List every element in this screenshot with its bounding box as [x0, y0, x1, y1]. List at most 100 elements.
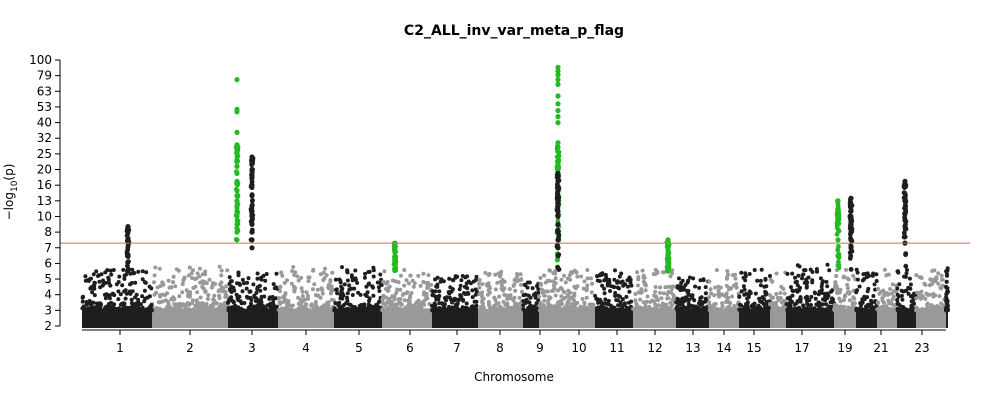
data-point [636, 277, 641, 282]
data-point [124, 228, 130, 234]
data-point [292, 289, 297, 294]
data-point [263, 278, 268, 283]
data-point [939, 273, 944, 278]
data-point [136, 300, 141, 305]
data-point [914, 296, 919, 301]
data-point [483, 270, 488, 275]
data-point [507, 293, 511, 298]
dense-point-band [539, 308, 595, 328]
data-point [771, 295, 776, 300]
data-point [937, 294, 942, 299]
data-point [518, 307, 523, 312]
data-point [547, 268, 552, 273]
data-point [261, 273, 266, 278]
data-point [195, 290, 200, 295]
dense-point-band [834, 308, 856, 328]
data-point [312, 282, 317, 287]
data-point [618, 302, 623, 307]
data-point [294, 308, 299, 313]
data-point [744, 291, 749, 296]
y-tick-label: 25 [37, 147, 52, 161]
data-point [861, 272, 866, 277]
data-point [153, 265, 158, 270]
data-point [559, 277, 564, 282]
data-point [819, 284, 824, 289]
data-point [371, 268, 376, 273]
data-point [380, 296, 385, 301]
data-point [235, 296, 240, 301]
data-point [643, 307, 648, 311]
data-point [158, 284, 163, 288]
data-point [236, 273, 241, 278]
data-point [834, 303, 839, 308]
data-point [930, 269, 935, 273]
data-point [460, 305, 465, 310]
data-point [639, 287, 644, 292]
data-point [136, 307, 141, 312]
data-point [785, 308, 790, 313]
data-point [896, 294, 901, 299]
data-point [725, 269, 730, 273]
data-point [250, 161, 255, 166]
data-point [555, 64, 561, 71]
data-point [945, 266, 950, 271]
data-point [224, 284, 229, 289]
data-point [437, 306, 442, 310]
data-point [318, 295, 323, 300]
data-point [362, 275, 367, 280]
data-point [619, 271, 624, 276]
data-point [433, 308, 438, 313]
data-point [421, 271, 426, 276]
data-point [936, 281, 941, 286]
data-point [906, 291, 911, 296]
data-point [317, 308, 322, 313]
data-point [127, 289, 132, 294]
data-point [182, 275, 187, 280]
data-point [144, 307, 149, 312]
data-point [790, 288, 795, 293]
data-point [923, 296, 928, 301]
data-point [234, 77, 240, 83]
data-point [940, 277, 945, 282]
data-point [96, 305, 101, 310]
data-point [944, 297, 949, 301]
data-point [561, 289, 566, 294]
data-point [219, 273, 224, 278]
data-point [753, 291, 758, 296]
data-point [875, 300, 880, 305]
data-point [240, 277, 245, 282]
data-point [556, 252, 562, 257]
data-point [764, 290, 768, 295]
data-point [539, 287, 544, 292]
data-point [640, 268, 645, 273]
data-point [392, 297, 397, 302]
data-point [797, 297, 802, 302]
data-point [115, 307, 120, 311]
data-point [568, 290, 573, 295]
data-point [367, 269, 372, 274]
data-point [363, 271, 368, 276]
data-point [116, 280, 121, 284]
data-point [901, 234, 907, 240]
data-point [796, 308, 801, 313]
data-point [768, 302, 772, 307]
data-point [217, 264, 222, 269]
data-point [470, 288, 475, 293]
data-point [536, 287, 541, 291]
data-point [507, 287, 512, 291]
data-point [870, 273, 875, 278]
x-tick-label: 1 [116, 341, 124, 355]
data-point [108, 283, 113, 288]
data-point [254, 290, 259, 295]
data-point [486, 300, 491, 304]
x-tick-label: 19 [837, 341, 852, 355]
data-point [615, 285, 620, 290]
data-point [848, 244, 854, 250]
data-point [249, 202, 255, 208]
data-point [654, 296, 659, 300]
data-point [933, 278, 938, 283]
data-point [271, 303, 276, 308]
data-point [438, 279, 443, 284]
data-point [122, 276, 127, 281]
data-point [295, 274, 300, 279]
